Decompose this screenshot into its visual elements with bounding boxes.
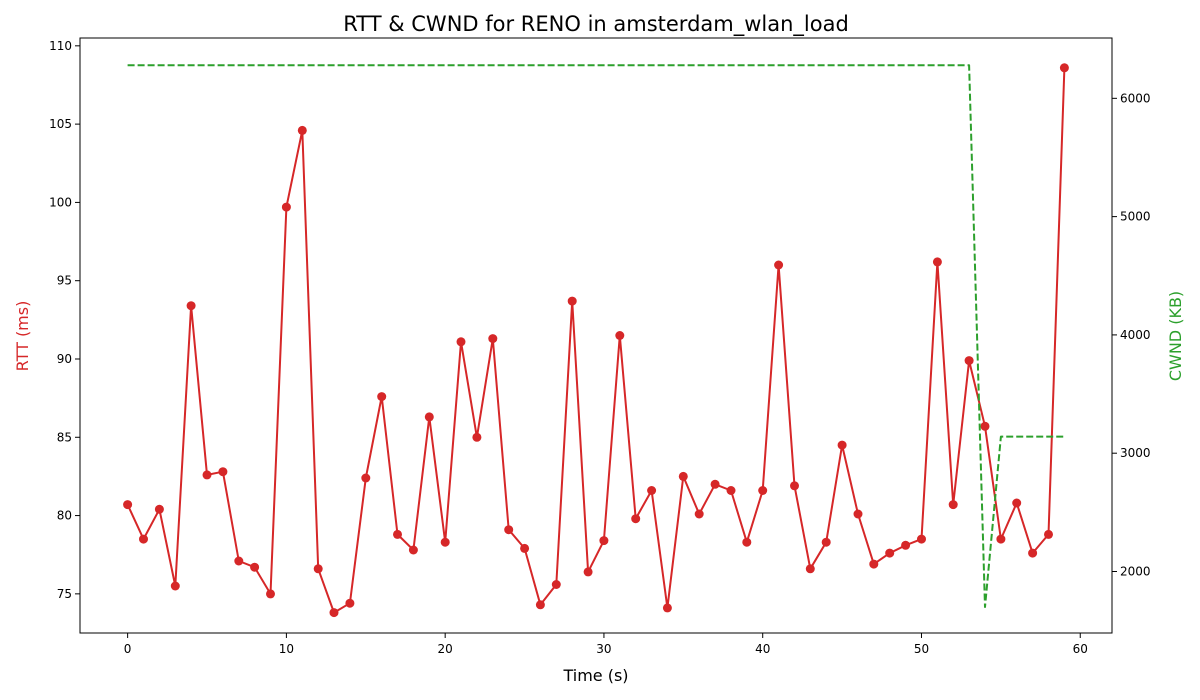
rtt-point [408,545,418,555]
rtt-point [901,540,911,550]
rtt-point [599,536,609,546]
rtt-point [393,529,402,539]
rtt-point [1028,548,1038,558]
y-right-tick-label: 4000 [1120,328,1151,342]
rtt-point [615,331,625,340]
x-tick-label: 20 [438,642,453,656]
x-tick-label: 50 [914,642,929,656]
rtt-point [885,548,895,558]
rtt-point [218,467,228,477]
rtt-point [758,486,768,495]
y-left-tick-label: 75 [57,587,72,601]
rtt-point [1059,63,1069,73]
rtt-point [710,479,720,489]
rtt-point [234,556,244,566]
rtt-point [742,537,752,547]
rtt-point [329,608,339,618]
x-axis-title: Time (s) [562,666,628,685]
plot-frame [79,37,1113,634]
x-tick-label: 0 [124,642,132,656]
rtt-point [932,257,942,267]
rtt-point [631,514,641,524]
rtt-point [869,559,879,569]
y-right-tick-label: 6000 [1120,91,1151,105]
rtt-point [853,509,863,519]
rtt-point [790,481,799,491]
rtt-point [917,534,926,544]
rtt-point [123,500,133,510]
rtt-point [424,412,434,422]
x-tick-label: 60 [1073,642,1088,656]
y-left-tick-label: 110 [49,39,72,53]
y-left-tick-label: 105 [49,117,72,131]
rtt-point [996,534,1006,544]
y-left-tick-label: 80 [57,509,72,523]
y-axis-title-left: RTT (ms) [13,301,32,372]
rtt-point [186,301,196,311]
rtt-point [567,296,577,306]
y-left-tick-label: 95 [57,274,72,288]
rtt-point [504,525,514,535]
rtt-point [726,486,736,495]
rtt-point [647,486,657,495]
rtt-point [361,473,371,483]
rtt-point [1044,529,1053,539]
rtt-point [583,567,593,577]
rtt-point [1012,498,1022,508]
rtt-point [551,580,561,589]
rtt-point [678,471,688,481]
rtt-point [805,564,815,574]
rtt-point [154,504,164,514]
rtt-point [662,603,672,613]
cwnd-series-line [127,64,1065,608]
rtt-point [694,509,704,519]
rtt-point [472,432,482,442]
rtt-point [345,598,355,608]
rtt-point [821,537,831,547]
rtt-point [139,534,148,544]
rtt-point [250,562,260,572]
y-left-tick-label: 85 [57,430,72,444]
y-right-tick-label: 2000 [1120,564,1151,578]
rtt-point [964,356,974,366]
rtt-point [535,600,545,610]
x-tick-label: 10 [279,642,294,656]
rtt-point [456,337,466,347]
rtt-point [170,581,180,591]
y-axis-title-right: CWND (KB) [1166,291,1185,381]
plot-layer [123,63,1069,618]
rtt-point [377,392,387,402]
ticks-layer: 0 10 20 30 40 50 60 75 80 85 90 95 100 105 110 2000 3000… [49,39,1150,656]
rtt-point [837,440,847,450]
rtt-point [774,260,784,270]
rtt-point [281,202,291,212]
rtt-point [520,543,530,553]
rtt-point [202,470,212,480]
rtt-point [297,125,307,135]
chart-title: RTT & CWND for RENO in amsterdam_wlan_lo… [343,12,849,37]
y-right-tick-label: 3000 [1120,446,1151,460]
x-tick-label: 30 [596,642,611,656]
rtt-point [266,589,275,599]
rtt-point [440,537,450,547]
rtt-point [488,334,498,344]
x-tick-label: 40 [755,642,770,656]
rtt-point [980,421,990,431]
y-right-tick-label: 5000 [1120,210,1151,224]
y-left-tick-label: 90 [57,352,72,366]
rtt-point [948,500,958,510]
rtt-point [313,564,323,574]
y-left-tick-label: 100 [49,195,72,209]
